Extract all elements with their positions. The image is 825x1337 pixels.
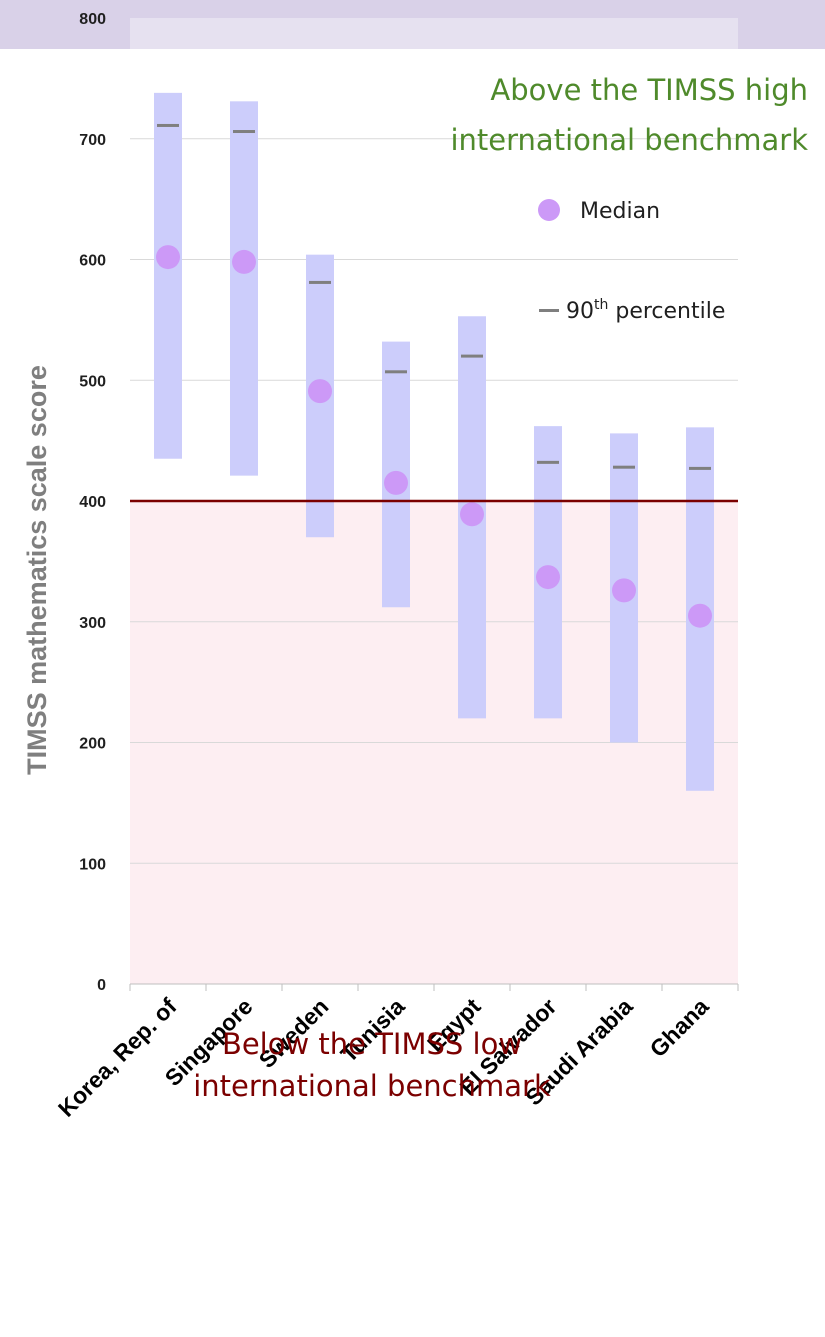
median-point bbox=[536, 565, 560, 590]
p90-marker bbox=[689, 466, 711, 470]
median-point bbox=[460, 502, 484, 527]
top-inner-band bbox=[130, 18, 738, 49]
range-bar bbox=[230, 101, 258, 476]
below-benchmark-label-2: international benchmark bbox=[193, 1069, 551, 1103]
p90-markers bbox=[157, 123, 711, 470]
median-point bbox=[232, 249, 256, 274]
median-point bbox=[308, 379, 332, 404]
above-benchmark-label: Above the TIMSS high bbox=[490, 73, 808, 107]
y-axis-label: TIMSS mathematics scale score bbox=[22, 365, 52, 775]
y-tick-label: 600 bbox=[79, 253, 106, 270]
median-points bbox=[156, 245, 712, 628]
p90-marker bbox=[157, 123, 179, 127]
median-point bbox=[688, 603, 712, 628]
y-tick-label: 700 bbox=[79, 132, 106, 149]
p90-marker bbox=[309, 280, 331, 284]
median-point bbox=[156, 245, 180, 270]
above-benchmark-label-2: international benchmark bbox=[450, 123, 808, 157]
p90-marker bbox=[233, 130, 255, 134]
y-tick-label: 200 bbox=[79, 736, 106, 753]
y-tick-label: 100 bbox=[79, 856, 106, 873]
p90-marker bbox=[613, 465, 635, 469]
y-tick-label: 0 bbox=[97, 977, 106, 994]
category-label: Korea, Rep. of bbox=[53, 993, 182, 1122]
p90-marker bbox=[537, 460, 559, 464]
legend-p90-label: 90th percentile bbox=[566, 297, 725, 324]
below-benchmark-label: Below the TIMSS low bbox=[222, 1027, 522, 1061]
y-tick-labels: 0 100 200 300 400 500 600 700 800 bbox=[79, 11, 106, 994]
legend-median-label: Median bbox=[580, 199, 660, 224]
y-tick-label: 300 bbox=[79, 615, 106, 632]
range-bar bbox=[154, 92, 182, 459]
p90-marker bbox=[385, 370, 407, 374]
median-point bbox=[612, 578, 636, 603]
x-axis bbox=[129, 983, 739, 991]
legend-median-marker bbox=[538, 199, 560, 221]
y-tick-label: 800 bbox=[79, 11, 106, 28]
legend: Median 90th percentile bbox=[538, 199, 725, 324]
y-tick-label: 400 bbox=[79, 494, 106, 511]
y-tick-label: 500 bbox=[79, 373, 106, 390]
median-point bbox=[384, 470, 408, 495]
legend-p90-marker bbox=[539, 309, 559, 312]
p90-marker bbox=[461, 354, 483, 358]
category-label: Ghana bbox=[645, 993, 714, 1062]
